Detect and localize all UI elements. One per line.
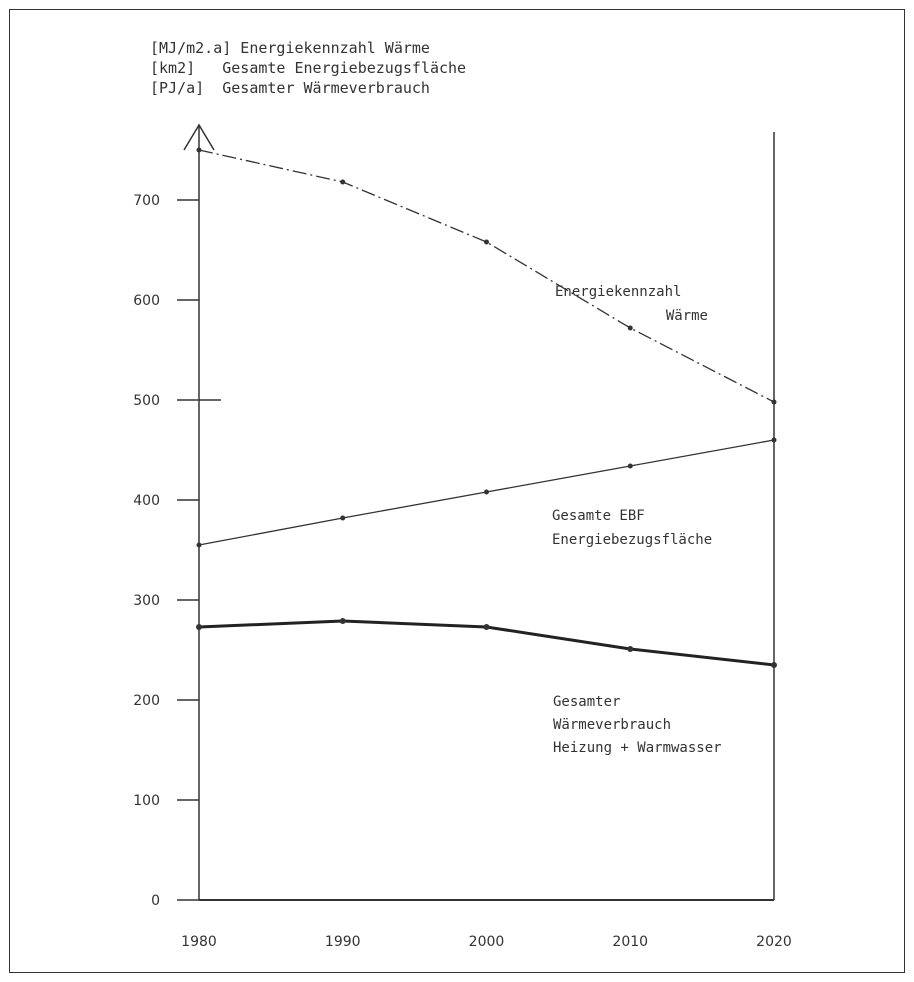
data-point-energiekennzahl	[627, 325, 633, 331]
data-point-ebf	[340, 515, 346, 521]
data-point-energiekennzahl	[484, 239, 489, 245]
y-tick-label: 200	[133, 693, 160, 709]
y-axis-arrow-icon	[183, 123, 215, 151]
data-point-ebf	[196, 542, 202, 548]
data-point-waermeverbrauch	[196, 624, 202, 630]
y-tick-label: 100	[133, 793, 160, 809]
y-tick-label: 0	[151, 893, 160, 909]
y-tick-label: 400	[133, 493, 160, 509]
series-label-waermeverbrauch: Wärmeverbrauch	[553, 717, 671, 733]
x-tick-label: 2010	[612, 934, 648, 950]
series-label-ebf: Gesamte EBF	[552, 508, 645, 524]
data-point-waermeverbrauch	[483, 624, 490, 630]
x-tick-label: 2000	[469, 934, 505, 950]
series-label-waermeverbrauch: Gesamter	[553, 694, 620, 710]
data-point-waermeverbrauch	[771, 662, 777, 668]
data-point-waermeverbrauch	[627, 646, 634, 652]
data-point-ebf	[484, 489, 489, 495]
series-label-energiekennzahl: Wärme	[666, 308, 708, 324]
data-point-waermeverbrauch	[339, 618, 346, 624]
series-label-ebf: Energiebezugsfläche	[552, 532, 712, 548]
y-tick-label: 300	[133, 593, 160, 609]
chart-legend: [MJ/m2.a] Energiekennzahl Wärme [km2] Ge…	[150, 38, 466, 98]
legend-entry-ebf: [km2] Gesamte Energiebezugsfläche	[150, 59, 467, 77]
series-line-energiekennzahl	[198, 149, 775, 403]
y-tick-label: 500	[133, 393, 160, 409]
data-point-energiekennzahl	[340, 179, 346, 185]
legend-entry-energiekennzahl: [MJ/m2.a] Energiekennzahl Wärme	[150, 39, 430, 57]
x-tick-label: 1990	[325, 934, 361, 950]
legend-entry-waermeverbrauch: [PJ/a] Gesamter Wärmeverbrauch	[150, 79, 430, 97]
series-label-energiekennzahl: Energiekennzahl	[555, 284, 681, 300]
data-point-ebf	[627, 463, 633, 469]
x-tick-label: 2020	[756, 934, 792, 950]
y-tick-label: 600	[133, 293, 160, 309]
data-point-ebf	[771, 437, 777, 443]
y-tick-label: 700	[133, 193, 160, 209]
data-point-energiekennzahl	[196, 147, 202, 153]
series-label-waermeverbrauch: Heizung + Warmwasser	[553, 740, 722, 756]
x-tick-label: 1980	[181, 934, 217, 950]
chart-frame	[9, 9, 905, 973]
data-point-energiekennzahl	[771, 399, 777, 405]
